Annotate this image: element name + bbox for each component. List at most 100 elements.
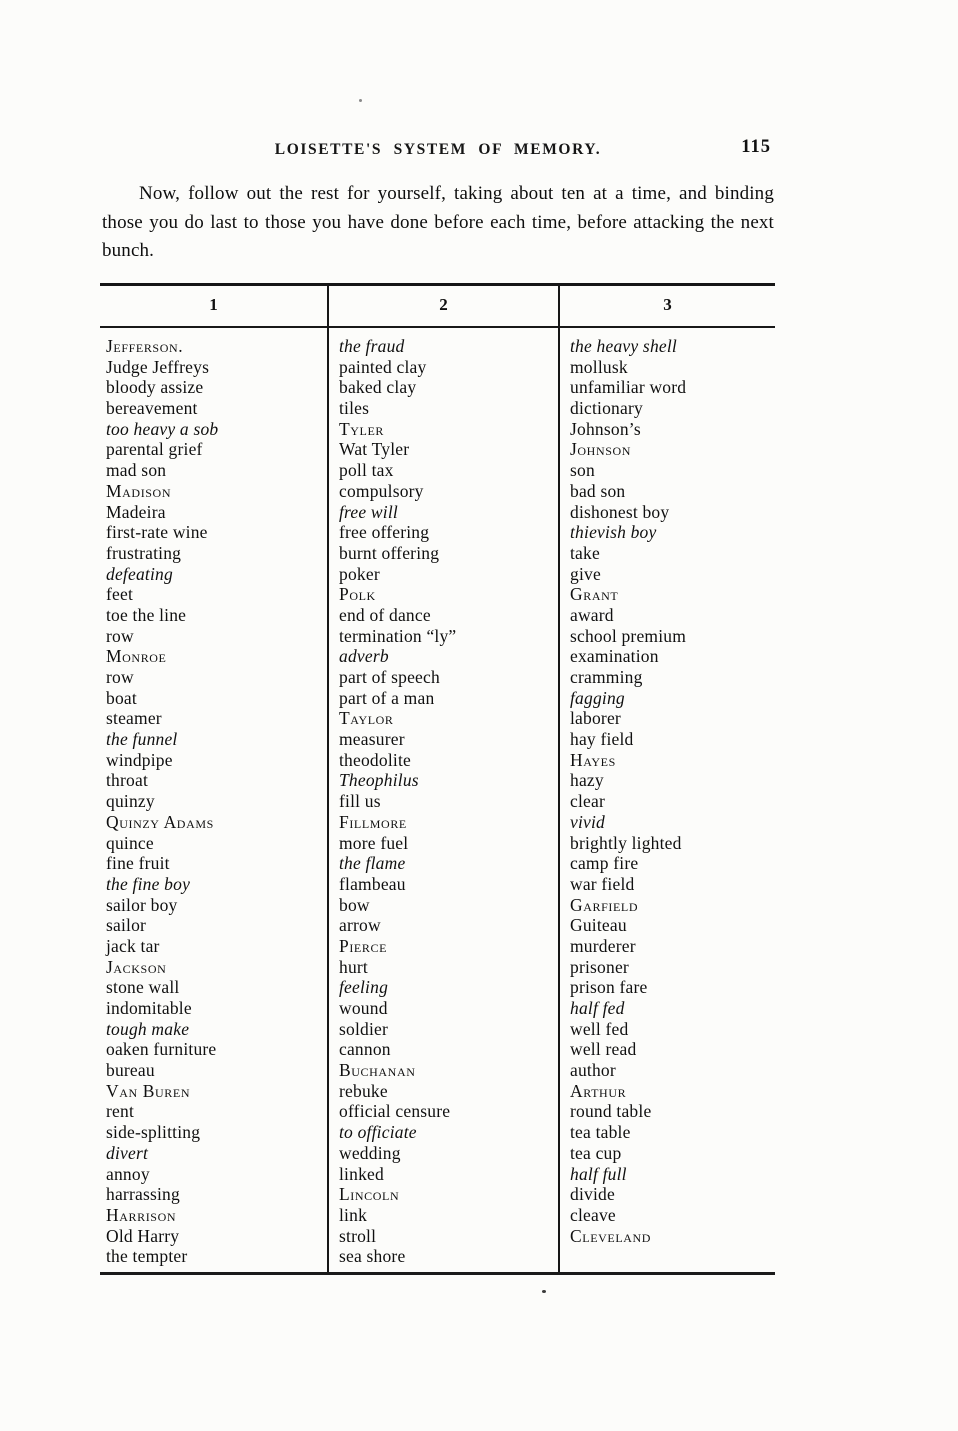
table-entry: bloody assize <box>106 377 204 398</box>
table-entry: Wat Tyler <box>339 439 410 460</box>
table-entry: the fine boy <box>106 873 191 894</box>
table-entry: link <box>339 1204 368 1225</box>
table-entry: cramming <box>570 667 643 687</box>
table-entry: half fed <box>570 998 625 1018</box>
table-entry: fill us <box>339 791 381 812</box>
table-entry: poll tax <box>339 460 394 481</box>
table-column-3: 3 the heavy shell mollusk unfamiliar word d… <box>558 286 775 1272</box>
table-entry: Grant <box>570 584 619 605</box>
table-entry: the tempter <box>106 1246 188 1267</box>
table-entry: more fuel <box>339 832 409 853</box>
table-entry: vivid <box>570 811 606 832</box>
table-column-1: 1 Jefferson. Judge Jeffreys bloody assize b… <box>100 286 327 1272</box>
column-list-2: the fraud painted clay baked clay tiles Tyle… <box>329 328 558 1272</box>
table-entry: unfamiliar word <box>570 377 687 398</box>
table-entry: rent <box>106 1101 135 1122</box>
table-entry: prison fare <box>570 977 648 998</box>
table-entry: feeling <box>339 977 389 998</box>
table-entry: part of a man <box>339 687 435 708</box>
table-entry: Monroe <box>106 646 167 667</box>
table-entry: tough make <box>106 1018 190 1039</box>
page-number: 115 <box>741 137 771 157</box>
table-entry: poker <box>339 563 380 584</box>
table-entry: dictionary <box>570 398 643 419</box>
table-entry: thievish boy <box>570 522 657 543</box>
table-entry: bad son <box>570 480 626 501</box>
table-entry: free offering <box>339 522 430 543</box>
table-entry: soldier <box>339 1018 389 1039</box>
table-entry: quinzy <box>106 791 155 812</box>
table-entry: Johnson’s <box>570 418 641 439</box>
table-entry: hazy <box>570 770 604 791</box>
table-entry: laborer <box>570 708 621 729</box>
table-entry: oaken furniture <box>106 1039 217 1060</box>
table-entry: Garfield <box>570 894 639 915</box>
table-entry: Cleveland <box>570 1225 652 1246</box>
column-list-3: the heavy shell mollusk unfamiliar word dic… <box>560 328 775 1251</box>
table-entry: dishonest boy <box>570 501 670 522</box>
table-entry: end of dance <box>339 604 431 625</box>
table-entry: Fillmore <box>339 811 407 832</box>
table-entry: examination <box>570 646 659 667</box>
table-entry: hurt <box>339 956 368 977</box>
column-header-1: 1 <box>100 286 327 328</box>
table-entry: sailor boy <box>106 894 178 915</box>
table-entry: part of speech <box>339 667 440 687</box>
table-entry: theodolite <box>339 749 411 770</box>
table-entry: Buchanan <box>339 1060 416 1081</box>
table-entry: well fed <box>570 1018 629 1039</box>
table-entry: compulsory <box>339 480 424 501</box>
table-entry: bow <box>339 894 370 915</box>
table-entry: wedding <box>339 1142 401 1163</box>
table-entry: Harrison <box>106 1204 177 1225</box>
table-entry: half full <box>570 1163 627 1184</box>
table-entry: tea cup <box>570 1142 622 1163</box>
table-entry: stroll <box>339 1225 377 1246</box>
memory-table: 1 Jefferson. Judge Jeffreys bloody assize b… <box>100 283 775 1275</box>
table-entry: Van Buren <box>106 1080 191 1101</box>
table-entry: the funnel <box>106 729 178 750</box>
table-entry: the fraud <box>339 336 405 356</box>
table-entry: the heavy shell <box>570 336 677 356</box>
table-entry: boat <box>106 687 137 708</box>
running-title: LOISETTE'S SYSTEM OF MEMORY. <box>274 141 602 158</box>
table-entry: rebuke <box>339 1080 388 1101</box>
table-entry: free will <box>339 501 398 522</box>
table-entry: Judge Jeffreys <box>106 356 210 377</box>
table-entry: flambeau <box>339 873 406 894</box>
intro-paragraph: Now, follow out the rest for yourself, t… <box>102 183 774 261</box>
running-head-row: LOISETTE'S SYSTEM OF MEMORY. 115 <box>103 137 773 165</box>
column-header-2: 2 <box>329 286 558 328</box>
table-entry: row <box>106 667 134 687</box>
table-entry: war field <box>570 873 635 894</box>
table-entry: too heavy a sob <box>106 418 219 439</box>
table-entry: parental grief <box>106 439 203 460</box>
table-entry: to officiate <box>339 1122 417 1143</box>
table-entry: side-splitting <box>106 1122 201 1143</box>
table-entry: stone wall <box>106 977 180 998</box>
table-entry: wound <box>339 998 388 1018</box>
table-entry: mollusk <box>570 356 628 377</box>
table-entry: Tyler <box>339 418 385 439</box>
table-entry: son <box>570 460 595 481</box>
table-entry: harrassing <box>106 1184 180 1205</box>
table-entry: first-rate wine <box>106 522 208 543</box>
table-entry: Pierce <box>339 935 387 956</box>
table-entry: Hayes <box>570 749 616 770</box>
table-entry: Jefferson. <box>106 336 184 356</box>
scan-speck-bottom <box>542 1290 546 1293</box>
table-entry: brightly lighted <box>570 832 682 853</box>
column-header-3: 3 <box>560 286 775 328</box>
table-entry: Polk <box>339 584 376 605</box>
table-entry: frustrating <box>106 542 182 563</box>
table-entry: windpipe <box>106 749 173 770</box>
table-entry: cleave <box>570 1204 616 1225</box>
table-entry: Taylor <box>339 708 394 729</box>
table-entry: quince <box>106 832 154 853</box>
table-entry: arrow <box>339 915 381 936</box>
table-entry: measurer <box>339 729 405 750</box>
table-entry: bereavement <box>106 398 198 419</box>
table-entry: divide <box>570 1184 615 1205</box>
table-entry: Lincoln <box>339 1184 400 1205</box>
